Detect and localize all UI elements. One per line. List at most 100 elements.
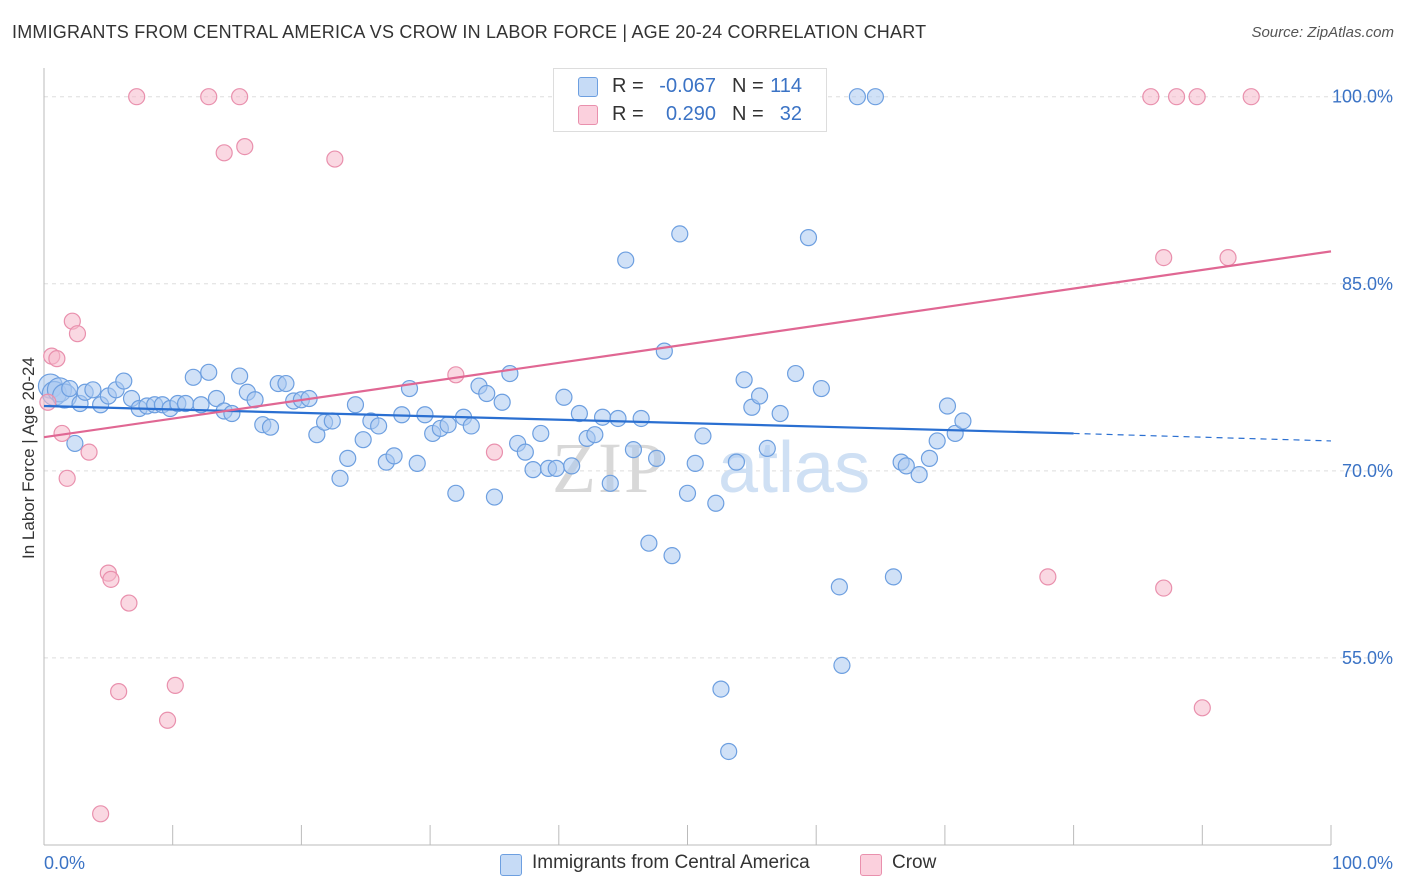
chart-title: IMMIGRANTS FROM CENTRAL AMERICA VS CROW … xyxy=(12,22,927,42)
legend-r-label: R = xyxy=(612,103,644,125)
data-point-central-america xyxy=(655,342,673,360)
legend-row-blue: R = -0.067 N = 114 xyxy=(554,73,826,101)
data-point-central-america xyxy=(897,457,915,475)
data-point-central-america xyxy=(830,578,848,596)
data-point-central-america xyxy=(720,742,738,761)
data-point-central-america xyxy=(532,424,550,443)
data-point-central-america xyxy=(954,412,972,430)
data-point-central-america xyxy=(617,251,635,269)
data-point-crow xyxy=(102,570,120,588)
y-tick-label: 70.0% xyxy=(1342,461,1393,481)
data-point-central-america xyxy=(799,229,818,247)
data-point-central-america xyxy=(663,547,681,565)
data-point-central-america xyxy=(750,387,769,405)
data-point-central-america xyxy=(501,364,519,383)
data-point-central-america xyxy=(516,443,534,461)
data-point-crow xyxy=(1193,699,1211,717)
data-point-crow xyxy=(1167,88,1186,106)
legend-r-label: R = xyxy=(612,75,644,97)
data-point-central-america xyxy=(928,432,946,450)
data-point-central-america xyxy=(570,404,588,423)
data-point-central-america xyxy=(339,449,357,467)
data-point-central-america xyxy=(787,364,805,383)
data-point-crow xyxy=(48,350,66,368)
data-point-central-america xyxy=(478,384,496,403)
data-point-central-america xyxy=(848,88,866,106)
data-point-central-america xyxy=(223,404,241,423)
legend-label: Crow xyxy=(892,852,937,873)
data-point-crow xyxy=(120,594,138,612)
data-point-central-america xyxy=(735,371,753,389)
data-point-central-america xyxy=(462,417,480,435)
watermark-atlas: atlas xyxy=(718,428,870,508)
data-point-central-america xyxy=(920,449,939,467)
data-point-central-america xyxy=(439,416,457,434)
data-point-crow xyxy=(485,443,504,461)
data-point-central-america xyxy=(624,441,643,459)
data-point-central-america xyxy=(354,431,372,449)
data-point-central-america xyxy=(938,397,957,415)
data-point-central-america xyxy=(416,406,434,424)
data-point-crow xyxy=(326,150,344,168)
data-point-central-america xyxy=(331,469,349,487)
data-point-central-america xyxy=(812,379,830,398)
data-point-central-america xyxy=(277,374,295,393)
data-point-crow xyxy=(39,393,57,411)
y-tick-label: 100.0% xyxy=(1332,87,1393,107)
data-point-crow xyxy=(447,366,465,384)
data-point-central-america xyxy=(547,459,565,477)
data-point-central-america xyxy=(385,447,403,465)
legend-swatch-blue xyxy=(578,77,598,97)
data-point-central-america xyxy=(884,568,903,586)
data-point-central-america xyxy=(609,409,627,428)
y-tick-label: 85.0% xyxy=(1342,274,1393,294)
data-point-crow xyxy=(200,88,218,106)
data-point-central-america xyxy=(370,417,388,435)
legend-r-value: 0.290 xyxy=(665,103,716,125)
label-layer: 55.0% 70.0% 85.0% 100.0% 0.0% 100.0% In Labor … xyxy=(19,87,1393,873)
data-point-central-america xyxy=(115,372,133,390)
series-legend: Immigrants from Central America Crow xyxy=(0,852,1406,878)
data-point-central-america xyxy=(447,484,465,502)
data-point-central-america xyxy=(758,439,776,458)
data-point-central-america xyxy=(671,225,689,243)
data-point-central-america xyxy=(593,408,612,426)
data-point-central-america xyxy=(308,426,326,444)
points-layer xyxy=(37,88,1260,823)
data-point-central-america xyxy=(678,484,697,502)
data-point-central-america xyxy=(833,656,851,675)
data-point-central-america xyxy=(61,379,79,398)
data-point-central-america xyxy=(640,534,658,552)
data-point-central-america xyxy=(694,427,712,445)
data-point-central-america xyxy=(346,396,365,414)
y-axis-label: In Labor Force | Age 20-24 xyxy=(19,357,38,559)
legend-swatch-pink xyxy=(860,854,882,876)
data-point-crow xyxy=(1219,248,1237,267)
data-point-central-america xyxy=(261,418,280,436)
data-point-crow xyxy=(236,137,254,156)
data-point-crow xyxy=(1242,88,1260,106)
data-point-crow xyxy=(68,325,87,343)
data-point-central-america xyxy=(207,389,226,408)
data-point-central-america xyxy=(323,412,341,430)
data-point-crow xyxy=(1142,88,1160,106)
data-point-central-america xyxy=(712,680,730,698)
data-point-crow xyxy=(128,88,146,106)
trend-line-central-america-extension xyxy=(1073,432,1332,442)
data-point-central-america xyxy=(84,381,102,399)
data-point-crow xyxy=(58,469,76,487)
data-point-crow xyxy=(166,676,184,694)
correlation-legend: R = -0.067 N = 114 R = 0.290 N = 32 xyxy=(553,68,827,132)
trend-line-central-america xyxy=(43,404,1074,435)
legend-n-value: 114 xyxy=(770,75,802,97)
data-point-central-america xyxy=(707,494,725,512)
data-point-crow xyxy=(215,144,233,162)
legend-n-label: N = xyxy=(732,75,764,97)
data-point-central-america xyxy=(408,454,426,472)
chart-source: Source: ZipAtlas.com xyxy=(1251,24,1394,41)
data-point-central-america xyxy=(555,388,573,406)
legend-n-value: 32 xyxy=(779,103,802,125)
data-point-crow xyxy=(110,682,128,701)
data-point-crow xyxy=(1155,579,1173,597)
